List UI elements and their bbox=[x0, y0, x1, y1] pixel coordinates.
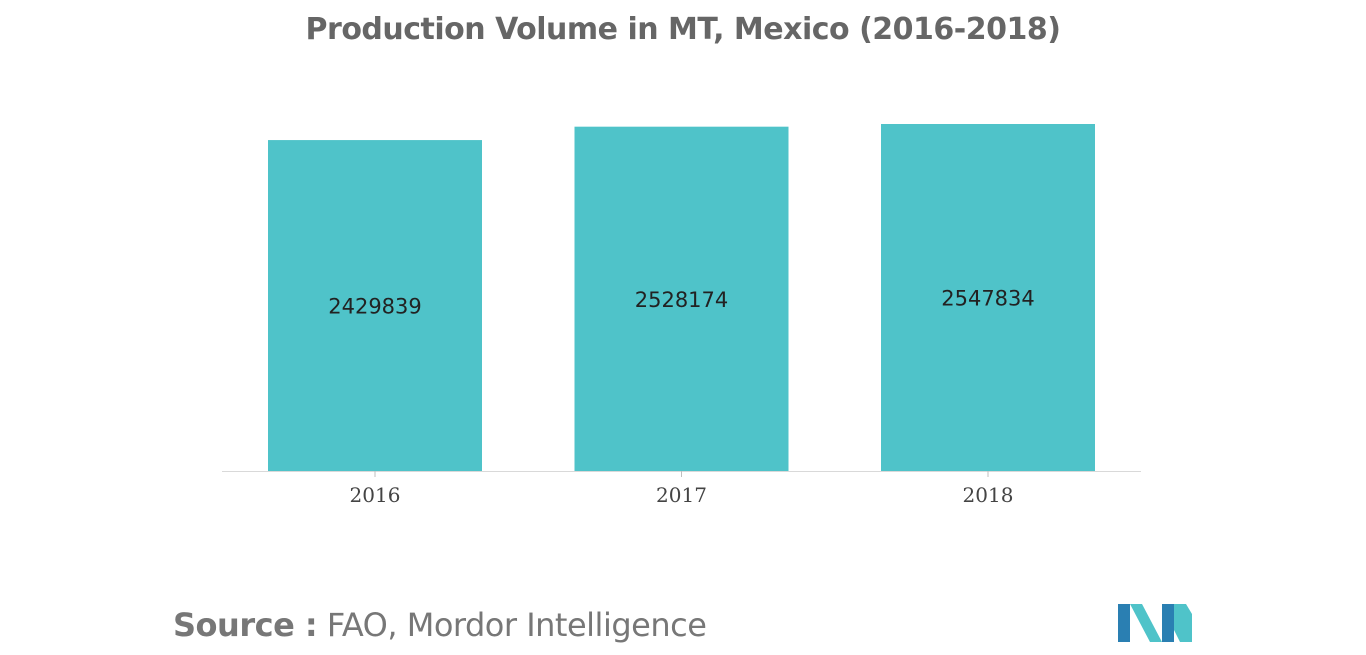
ticks-layer bbox=[374, 471, 989, 477]
logo-diagonal-stroke bbox=[1130, 604, 1162, 642]
mordor-intelligence-logo bbox=[1118, 604, 1192, 642]
bars-layer bbox=[268, 124, 1095, 471]
data-label-2018: 2547834 bbox=[941, 287, 1035, 311]
source-text: FAO, Mordor Intelligence bbox=[317, 606, 707, 644]
x-tick-label-2018: 2018 bbox=[963, 483, 1014, 507]
logo-middle-stroke bbox=[1162, 604, 1174, 642]
x-tick-label-2017: 2017 bbox=[656, 483, 707, 507]
bar-2017 bbox=[574, 126, 789, 471]
chart-title: Production Volume in MT, Mexico (2016-20… bbox=[305, 12, 1061, 47]
source-prefix: Source : bbox=[173, 606, 318, 644]
labels-layer: 2429839 2016 2528174 2017 2547834 2018 bbox=[328, 287, 1035, 508]
source-note: Source : FAO, Mordor Intelligence bbox=[173, 606, 707, 644]
bar-2016 bbox=[268, 140, 482, 471]
logo-left-stroke bbox=[1118, 604, 1130, 642]
x-tick-label-2016: 2016 bbox=[350, 483, 401, 507]
data-label-2017: 2528174 bbox=[635, 288, 729, 312]
data-label-2016: 2429839 bbox=[328, 295, 422, 319]
logo-right-diagonal bbox=[1174, 604, 1192, 642]
bar-2018 bbox=[881, 124, 1095, 471]
